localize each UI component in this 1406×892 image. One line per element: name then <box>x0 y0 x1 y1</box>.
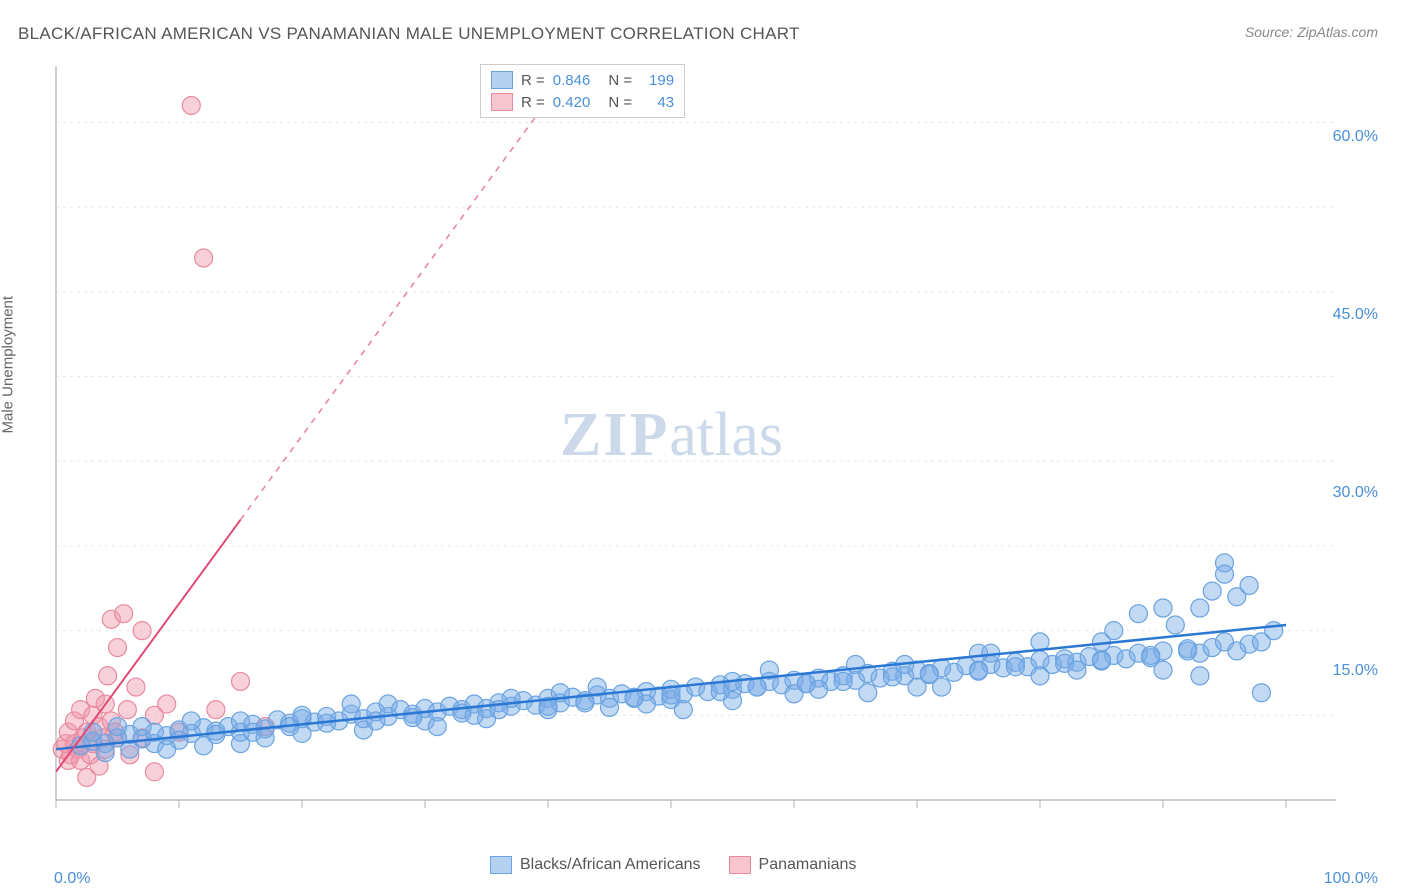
scatter-plot <box>48 60 1344 830</box>
chart-area <box>48 60 1344 830</box>
legend-r-label: R = <box>521 94 545 111</box>
legend-series-label: Blacks/African Americans <box>520 856 701 874</box>
x-axis-max-label: 100.0% <box>1324 870 1378 888</box>
legend-n-label: N = <box>608 72 632 89</box>
legend-series: Blacks/African Americans Panamanians <box>490 856 856 874</box>
legend-swatch <box>490 856 512 874</box>
legend-r-value: 0.420 <box>553 94 591 111</box>
y-axis-label: Male Unemployment <box>0 296 17 434</box>
legend-swatch <box>729 856 751 874</box>
x-axis-min-label: 0.0% <box>54 870 90 888</box>
legend-r-value: 0.846 <box>553 72 591 89</box>
y-tick-label-45: 45.0% <box>1333 306 1378 324</box>
legend-swatch <box>491 93 513 111</box>
legend-correlation-box: R = 0.846 N = 199 R = 0.420 N = 43 <box>480 64 685 118</box>
y-tick-label-15: 15.0% <box>1333 662 1378 680</box>
legend-series-label: Panamanians <box>759 856 857 874</box>
y-tick-label-60: 60.0% <box>1333 128 1378 146</box>
legend-n-value: 43 <box>640 94 674 111</box>
legend-series-item: Panamanians <box>729 856 857 874</box>
legend-series-item: Blacks/African Americans <box>490 856 701 874</box>
legend-n-label: N = <box>608 94 632 111</box>
y-tick-label-30: 30.0% <box>1333 484 1378 502</box>
legend-n-value: 199 <box>640 72 674 89</box>
chart-title: BLACK/AFRICAN AMERICAN VS PANAMANIAN MAL… <box>18 24 800 44</box>
legend-correlation-row: R = 0.420 N = 43 <box>491 91 674 113</box>
legend-correlation-row: R = 0.846 N = 199 <box>491 69 674 91</box>
legend-swatch <box>491 71 513 89</box>
legend-r-label: R = <box>521 72 545 89</box>
source-label: Source: ZipAtlas.com <box>1245 24 1378 40</box>
